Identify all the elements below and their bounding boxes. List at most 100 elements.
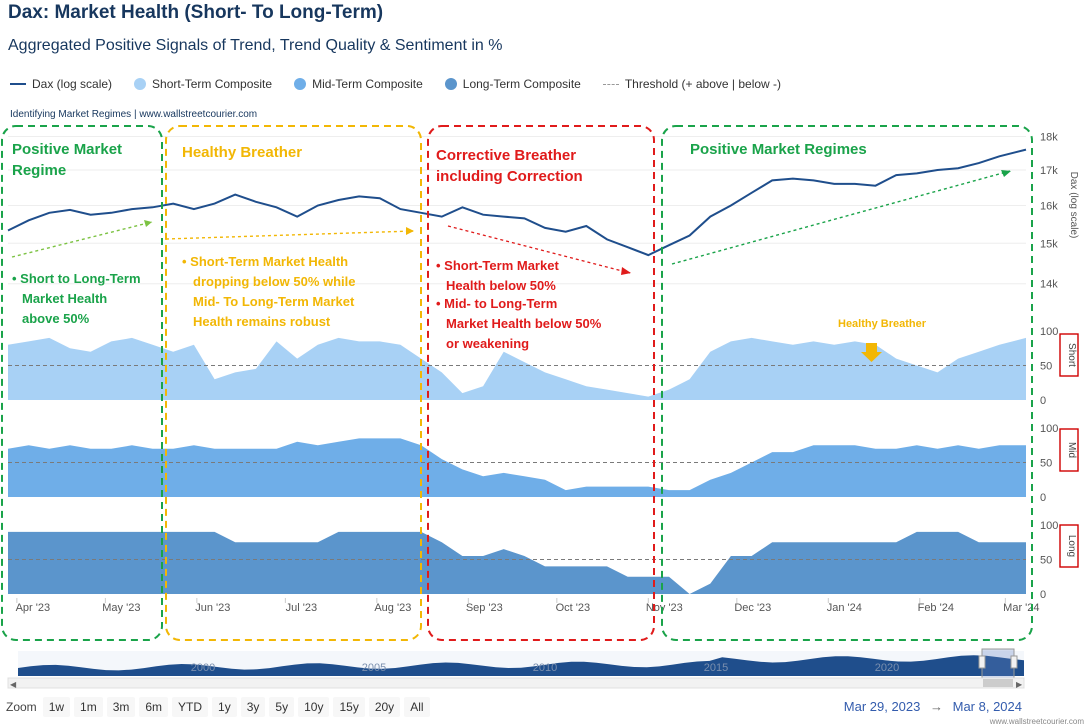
composite-tick-label: 0 [1040,492,1046,504]
box2-bullet: • Short-Term Market Health dropping belo… [182,254,359,329]
x-tick-label: Oct '23 [556,602,591,614]
chart-subtitle: Aggregated Positive Signals of Trend, Tr… [8,37,503,54]
box1-title: Positive Market Regime [12,141,122,179]
breather-note: Healthy Breather [838,318,927,330]
dax-line [7,148,1027,257]
composite-tick-label: 100 [1040,423,1058,435]
box3-title-line2: including Correction [436,168,583,185]
dax-tick-label: 16k [1040,200,1058,212]
bullet-line: above 50% [22,311,90,326]
legend-item-short[interactable]: Short-Term Composite [134,77,272,91]
x-tick-label: Dec '23 [734,602,771,614]
x-tick-label: Jun '23 [195,602,230,614]
dot-swatch-icon [294,78,307,90]
dash-swatch-icon [602,83,619,85]
box3-title-line1: Corrective Breather [436,147,576,164]
box2-title: Healthy Breather [182,144,302,161]
bullet-line: • Short to Long-Term [12,271,141,286]
range-from[interactable]: Mar 29, 2023 [843,699,921,714]
zoom-5y-button[interactable]: 5y [269,697,295,717]
legend-label: Long-Term Composite [462,77,581,91]
navigator[interactable]: 2000 2005 2010 2015 2020 ◀ ▶ [7,648,1025,689]
scroll-right-icon[interactable]: ▶ [1016,680,1023,689]
chart-title: Dax: Market Health (Short- To Long-Term) [8,2,384,23]
legend-item-threshold[interactable]: Threshold (+ above | below -) [602,77,782,91]
panel-label-mid: Mid [1059,428,1079,472]
trend-arrow-3 [447,225,631,274]
navigator-right-handle[interactable] [1010,655,1018,669]
x-tick-label: May '23 [102,602,140,614]
x-tick-label: Sep '23 [466,602,503,614]
axes: 14k 15k 16k 17k 18k 0 50 100 0 50 100 0 50 100 Apr '23… [16,131,1059,614]
navigator-year-label: 2005 [362,662,386,674]
trend-arrow-2 [165,230,414,240]
arrow-head-icon [144,220,152,227]
legend-label: Threshold (+ above | below -) [624,77,782,91]
panel-label-short: Short [1059,333,1079,377]
x-tick-label: Apr '23 [16,602,51,614]
trend-arrow-4 [671,170,1011,265]
regime-box-positive-2 [661,125,1033,641]
zoom-20y-button[interactable]: 20y [368,697,401,717]
box4-title: Positive Market Regimes [690,141,867,158]
bullet-line: • Mid- to Long-Term [436,296,557,311]
zoom-1m-button[interactable]: 1m [74,697,103,717]
navigator-left-handle[interactable] [978,655,986,669]
bullet-line: Health remains robust [193,314,331,329]
bullet-line: Market Health [22,291,107,306]
zoom-3y-button[interactable]: 3y [240,697,266,717]
dax-tick-label: 17k [1040,165,1058,177]
trend-arrow-1 [11,221,153,258]
arrow-head-icon [1001,170,1011,177]
panel-label-long: Long [1059,524,1079,568]
short-label: Short [1066,343,1077,367]
zoom-15y-button[interactable]: 15y [333,697,365,717]
long-label: Long [1066,535,1077,557]
dot-swatch-icon [134,78,147,90]
dot-swatch-icon [444,78,457,90]
x-tick-label: Mar '24 [1003,602,1039,614]
composite-tick-label: 50 [1040,555,1052,567]
legend-item-long[interactable]: Long-Term Composite [444,77,581,91]
range-to[interactable]: Mar 8, 2024 [952,699,1022,714]
gridlines [8,135,1026,285]
bullet-line: Market Health below 50% [446,316,602,331]
zoom-10y-button[interactable]: 10y [298,697,330,717]
legend-item-mid[interactable]: Mid-Term Composite [294,77,423,91]
arrow-head-icon [406,227,414,235]
navigator-series [18,655,1024,676]
navigator-year-label: 2020 [875,662,899,674]
navigator-selection[interactable] [981,648,1015,679]
zoom-1w-button[interactable]: 1w [42,697,71,717]
footer-credit: www.wallstreetcourier.com [989,717,1084,726]
down-arrow-icon [861,343,882,362]
legend-item-dax[interactable]: Dax (log scale) [10,77,112,91]
bullet-line: • Short-Term Market Health [182,254,348,269]
x-tick-label: Aug '23 [374,602,411,614]
x-tick-label: Jul '23 [286,602,317,614]
regime-box-positive-1 [1,125,163,641]
dax-series [7,148,1027,257]
zoom-3m-button[interactable]: 3m [106,697,136,717]
dax-tick-label: 18k [1040,131,1058,143]
zoom-6m-button[interactable]: 6m [139,697,169,717]
scrollbar-thumb[interactable] [983,679,1013,687]
short-term-area [8,337,1026,400]
box1-bullet: • Short to Long-Term Market Health above… [12,271,144,326]
legend-label: Mid-Term Composite [312,77,423,91]
date-range[interactable]: Mar 29, 2023 → Mar 8, 2024 [844,699,1022,714]
composite-panels [8,337,1026,594]
scroll-left-icon[interactable]: ◀ [10,680,17,689]
scrollbar-track[interactable] [7,677,1025,689]
zoom-all-button[interactable]: All [404,697,430,717]
composite-tick-label: 100 [1040,520,1058,532]
zoom-ytd-button[interactable]: YTD [172,697,209,717]
dax-axis-title: Dax (log scale) [1068,172,1079,239]
legend: Dax (log scale) Short-Term Composite Mid… [10,77,781,91]
composite-tick-label: 50 [1040,361,1052,373]
source-credit: Identifying Market Regimes | www.wallstr… [10,109,258,120]
regime-box-breather [165,125,422,641]
navigator-year-label: 2015 [704,662,728,674]
zoom-1y-button[interactable]: 1y [212,697,237,717]
